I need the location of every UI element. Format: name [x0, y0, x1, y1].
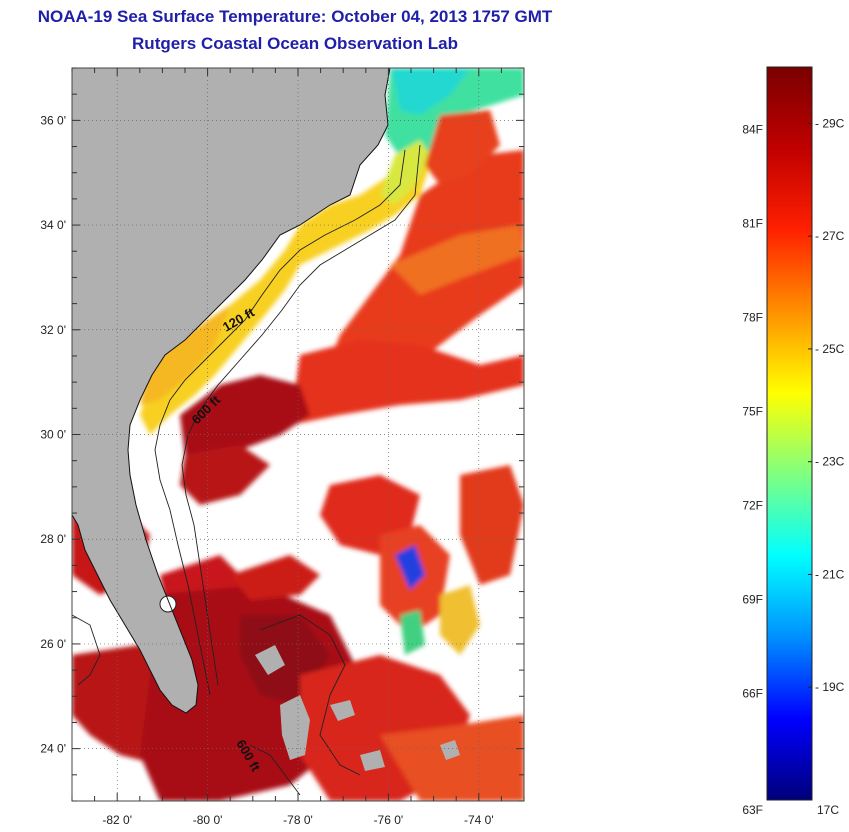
colorbar-f-label: 75F: [742, 405, 763, 419]
axis-ticks: 24 0' 26 0' 28 0' 30 0' 32 0' 34 0' 36 0' -82 0…: [40, 67, 525, 825]
colorbar-c-label: 17C: [817, 803, 839, 817]
colorbar-c-label: - 23C: [815, 455, 845, 469]
colorbar-f-label: 69F: [742, 593, 763, 607]
graticule: [72, 68, 524, 801]
colorbar-ramp: [766, 66, 813, 801]
sst-map: 24 0' 26 0' 28 0' 30 0' 32 0' 34 0' 36 0' -82 0…: [40, 67, 525, 825]
lake-okeechobee: [159, 595, 177, 613]
lon-tick-label: -78 0': [283, 813, 313, 825]
lon-tick-label: -76 0': [374, 813, 404, 825]
color-legend: 63F 66F 69F 72F 75F 78F 81F 84F 17C - 19C - 21C - 2…: [742, 66, 845, 817]
map-subtitle: Rutgers Coastal Ocean Observation Lab: [132, 34, 458, 53]
colorbar-f-label: 66F: [742, 686, 763, 700]
colorbar-f-label: 81F: [742, 217, 763, 231]
lat-tick-label: 32 0': [40, 323, 66, 337]
sst-field: [72, 68, 524, 801]
lat-tick-label: 24 0': [40, 742, 66, 756]
colorbar-c-label: - 25C: [815, 342, 845, 356]
coastline: [72, 68, 391, 714]
lon-tick-label: -82 0': [102, 813, 132, 825]
lat-tick-label: 26 0': [40, 637, 66, 651]
lat-tick-label: 30 0': [40, 428, 66, 442]
colorbar-c-label: - 19C: [815, 680, 845, 694]
map-title: NOAA-19 Sea Surface Temperature: October…: [37, 7, 553, 26]
colorbar-f-label: 72F: [742, 499, 763, 513]
colorbar-f-label: 84F: [742, 123, 763, 137]
bathymetry-contours: [72, 144, 421, 796]
lat-tick-label: 36 0': [40, 113, 66, 127]
lat-tick-label: 34 0': [40, 218, 66, 232]
colorbar-c-label: - 27C: [815, 229, 845, 243]
lon-tick-label: -80 0': [193, 813, 223, 825]
land-mainland: [72, 68, 390, 713]
lon-tick-label: -74 0': [464, 813, 494, 825]
colorbar-c-label: - 21C: [815, 567, 845, 581]
lat-tick-label: 28 0': [40, 532, 66, 546]
bahamas-islands: [255, 645, 460, 771]
colorbar-f-label: 78F: [742, 311, 763, 325]
colorbar-c-label: - 29C: [815, 116, 845, 130]
colorbar-f-label: 63F: [742, 803, 763, 817]
